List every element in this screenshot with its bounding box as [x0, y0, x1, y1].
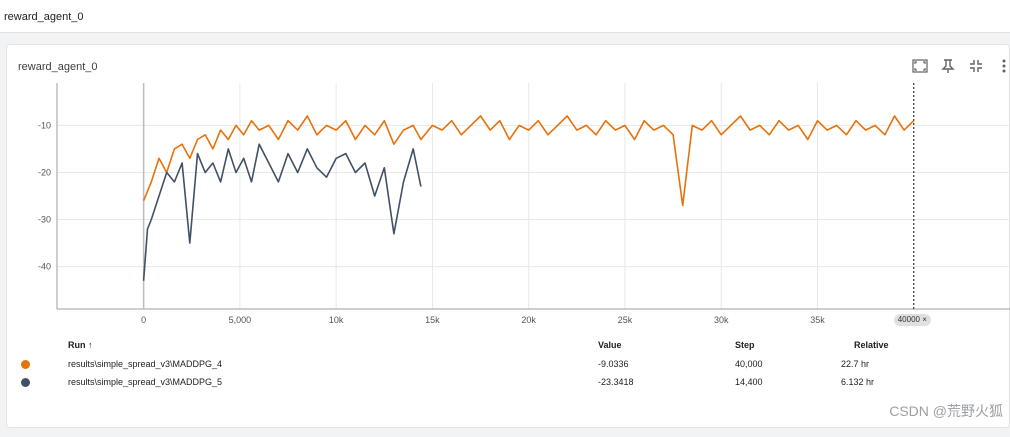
x-tick-label: 10k — [329, 315, 344, 325]
run-relative: 6.132 hr — [841, 377, 875, 387]
more-options-button[interactable] — [993, 55, 1010, 77]
run-name: results\simple_spread_v3\MADDPG_5 — [68, 377, 223, 387]
card-title: reward_agent_0 — [18, 61, 98, 73]
x-tick-label: 20k — [521, 315, 536, 325]
chart-card: reward_agent_0 — [6, 44, 1010, 428]
page-title: reward_agent_0 — [4, 11, 84, 23]
pin-button[interactable] — [937, 55, 959, 77]
x-tick-label: 15k — [425, 315, 440, 325]
run-value: -9.0336 — [598, 359, 629, 369]
top-bar: reward_agent_0 — [0, 0, 1010, 33]
hover-step-badge[interactable]: 40000 × — [893, 314, 931, 326]
series-color-dot — [21, 360, 30, 369]
x-tick-label: 5,000 — [229, 315, 252, 325]
pin-icon — [941, 59, 955, 73]
line-chart[interactable]: -10 -20 -30 -40 0 5,000 10k 15k 20k 25k 30k 35k — [7, 45, 1010, 335]
chart-axes — [56, 83, 1010, 310]
y-tick-label: -10 — [38, 120, 51, 130]
table-header-value[interactable]: Value — [598, 340, 622, 350]
table-header-relative[interactable]: Relative — [854, 340, 889, 350]
collapse-icon — [970, 60, 982, 72]
table-header-step[interactable]: Step — [735, 340, 755, 350]
more-vert-icon — [1002, 59, 1006, 73]
run-name: results\simple_spread_v3\MADDPG_4 — [68, 359, 223, 369]
run-value: -23.3418 — [598, 377, 634, 387]
series-line-1 — [142, 115, 915, 207]
fullscreen-icon — [912, 59, 928, 73]
y-tick-label: -20 — [38, 167, 51, 177]
x-tick-label: 25k — [618, 315, 633, 325]
series-color-dot — [21, 378, 30, 387]
y-tick-label: -30 — [38, 215, 51, 225]
watermark: CSDN @荒野火狐 — [889, 403, 1003, 419]
fullscreen-button[interactable] — [909, 55, 931, 77]
run-step: 40,000 — [735, 359, 763, 369]
x-tick-label: 30k — [714, 315, 729, 325]
chart-grid — [57, 83, 1010, 309]
chart-series — [142, 115, 915, 281]
series-line-2 — [142, 143, 422, 281]
run-step: 14,400 — [735, 377, 763, 387]
collapse-button[interactable] — [965, 55, 987, 77]
x-tick-label: 0 — [141, 315, 146, 325]
run-relative: 22.7 hr — [841, 359, 870, 369]
chart-tick-labels: -10 -20 -30 -40 0 5,000 10k 15k 20k 25k 30k 35k — [38, 120, 825, 325]
x-tick-label: 35k — [810, 315, 825, 325]
table-header-run[interactable]: Run ↑ — [68, 340, 93, 350]
y-tick-label: -40 — [38, 262, 51, 272]
